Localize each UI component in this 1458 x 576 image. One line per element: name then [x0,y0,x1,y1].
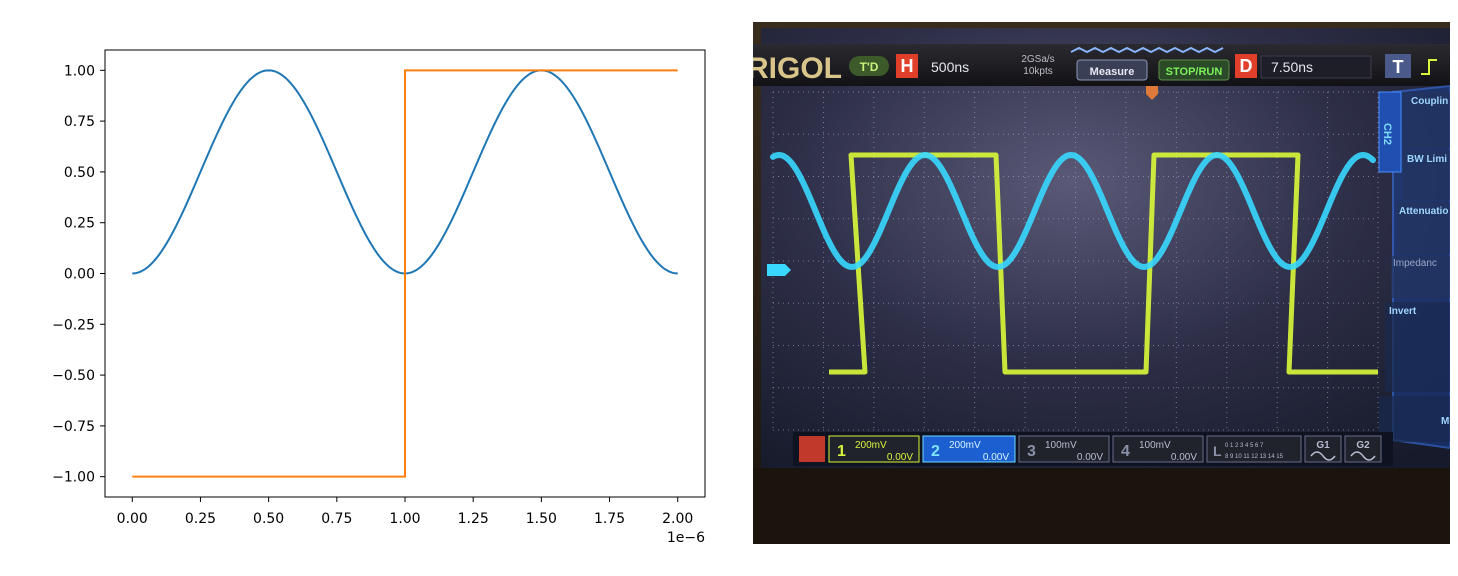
g1-wave-icon [1310,451,1336,461]
ch2-tab-label: CH2 [1381,123,1393,145]
menu-item-invert[interactable] [1385,302,1450,392]
digital-box[interactable]: L 0 1 2 3 4 5 6 7 8 9 10 11 12 13 14 15 [1206,435,1302,463]
trigger-state-text: T'D [860,60,879,74]
ch3-offset: 0.00V [1077,452,1103,463]
scope-screen [761,28,1450,468]
y-tick-label: −0.25 [52,317,95,333]
ch4-box[interactable]: 4 100mV 0.00V [1112,435,1204,463]
lower-bezel [753,468,1450,544]
y-tick-label: 1.00 [64,63,95,79]
x-tick-label: 1.25 [458,511,489,527]
menu-item-impedance[interactable] [1391,256,1450,298]
menu-item-more-label: M [1441,416,1449,427]
trigger-position-marker [1146,86,1158,100]
timebase-strip [1070,46,1224,54]
delay-value: 7.50ns [1271,59,1313,75]
g2-label: G2 [1356,440,1370,451]
y-tick-label: −0.50 [52,368,95,384]
digital-bits-bottom: 8 9 10 11 12 13 14 15 [1225,454,1284,460]
ch4-offset: 0.00V [1171,452,1197,463]
sample-rate: 2GSa/s [1021,54,1054,65]
menu-item-coupling[interactable] [1403,92,1450,148]
line-chart: 0.00 0.25 0.50 0.75 1.00 1.25 1.50 1.75 2.00 1.0… [52,49,706,546]
menu-item-impedance-label: Impedanc [1393,258,1437,269]
x-tick-label: 2.00 [662,511,693,527]
y-tick-label: 0.75 [64,114,95,130]
digital-bits-top: 0 1 2 3 4 5 6 7 [1225,443,1264,449]
ch3-box[interactable]: 3 100mV 0.00V [1018,435,1110,463]
stop-run-button[interactable] [1158,59,1230,81]
menu-item-invert-label: Invert [1389,306,1417,317]
y-tick-label: −0.75 [52,419,95,435]
oscilloscope-photo: RIGOL T'D H 500ns 2GSa/s 10kpts Measure … [753,22,1450,544]
x-offset-label: 1e−6 [667,530,705,546]
x-tick-label: 0.75 [321,511,352,527]
ch2-scale: 200mV [949,440,981,451]
series-group [132,69,678,478]
memory-depth: 10kpts [1023,66,1052,77]
trigger-state-badge [849,56,889,76]
side-menu-items: Couplin BW Limi Attenuatio Impedanc Inve… [1379,92,1450,442]
y-axis: 1.00 0.75 0.50 0.25 0.00 −0.25 −0.50 −0.75 −1.00 [52,63,105,486]
menu-item-coupling-label: Couplin [1411,96,1448,107]
x-tick-label: 1.00 [389,511,420,527]
run-indicator [799,436,825,462]
ch1-offset: 0.00V [887,452,913,463]
ch3-scale: 100mV [1045,440,1077,451]
d-badge[interactable] [1235,54,1257,78]
d-label: D [1240,56,1253,76]
x-axis: 0.00 0.25 0.50 0.75 1.00 1.25 1.50 1.75 2.00 [117,497,693,527]
ch1-number: 1 [837,443,846,460]
g1-label: G1 [1316,440,1330,451]
timebase-value: 500ns [931,59,969,75]
delay-box [1260,55,1372,79]
y-tick-label: 0.50 [64,165,95,181]
brand-logo: RIGOL [753,52,842,85]
series-line-2 [132,69,678,478]
x-tick-label: 1.75 [594,511,625,527]
x-tick-label: 0.25 [185,511,216,527]
ch2-offset: 0.00V [983,452,1009,463]
ch2-sine-trace [770,151,1376,270]
h-badge[interactable] [896,54,918,78]
digital-label: L [1213,443,1222,459]
x-tick-label: 0.50 [253,511,284,527]
y-tick-label: −1.00 [52,470,95,486]
stop-run-label: STOP/RUN [1166,66,1223,78]
ch2-ground-marker [767,264,791,276]
ch4-number: 4 [1121,443,1130,460]
ch1-box[interactable]: 1 200mV 0.00V [828,435,920,463]
ch1-scale: 200mV [855,440,887,451]
y-tick-label: 0.00 [64,267,95,283]
t-label: T [1393,57,1404,77]
graticule [772,91,1379,431]
menu-item-attenuation[interactable] [1397,202,1450,254]
g1-box[interactable]: G1 [1304,435,1342,463]
y-tick-label: 0.25 [64,216,95,232]
measure-button[interactable] [1076,59,1148,81]
ch2-box[interactable]: 2 200mV 0.00V [922,435,1016,463]
x-tick-label: 0.00 [117,511,148,527]
measure-label: Measure [1090,66,1135,78]
ch3-number: 3 [1027,443,1036,460]
x-tick-label: 1.50 [526,511,557,527]
ch4-scale: 100mV [1139,440,1171,451]
h-label: H [901,56,914,76]
ch2-tab[interactable] [1378,91,1402,173]
t-badge[interactable] [1385,54,1411,78]
ch2-number: 2 [931,443,940,460]
menu-item-attenuation-label: Attenuatio [1399,206,1448,217]
g2-wave-icon [1350,451,1376,461]
menu-item-bw-limit-label: BW Limi [1407,154,1447,165]
g2-box[interactable]: G2 [1344,435,1382,463]
menu-item-bw-limit[interactable] [1403,150,1450,200]
trigger-edge-icon [1421,59,1437,75]
